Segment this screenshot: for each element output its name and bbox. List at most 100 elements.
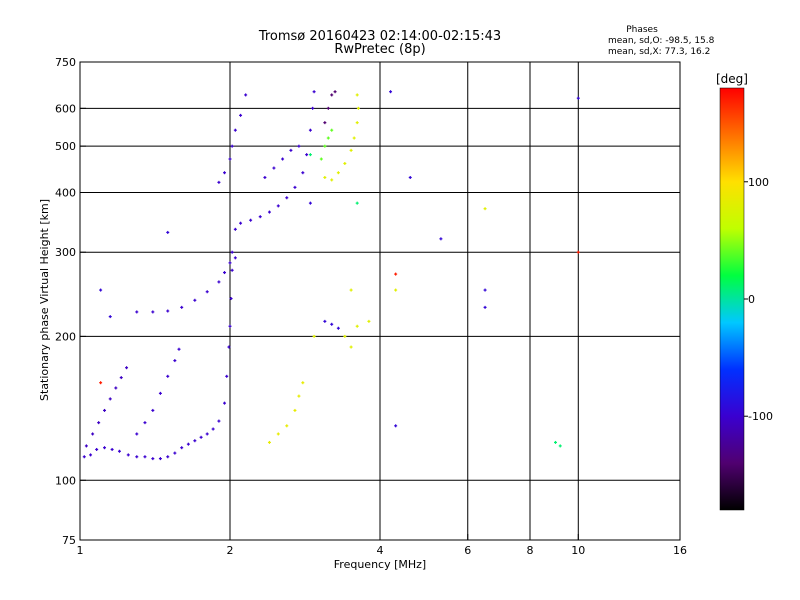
data-point [97,421,101,425]
data-point [308,153,312,157]
data-point [186,442,190,446]
data-point [180,446,184,450]
data-point [84,444,88,448]
data-point [103,408,107,412]
data-point [119,376,123,380]
data-point [323,121,327,125]
grid-layer [80,62,680,540]
data-point [99,288,103,292]
data-point [173,359,177,363]
y-axis-label: Stationary phase Virtual Height [km] [38,199,51,401]
data-point [483,207,487,211]
data-point [166,309,170,313]
data-point [99,381,103,385]
data-point [143,455,147,459]
data-point [177,347,181,351]
data-point [223,171,227,175]
data-point [301,171,305,175]
data-point [394,288,398,292]
colorbar-ticks: 100 0 -100 [744,176,773,423]
data-point [276,204,280,208]
data-point [110,447,114,451]
x-tick-label: 16 [673,544,687,557]
colorbar-gradient [719,87,745,511]
data-point [151,310,155,314]
data-point [367,319,371,323]
data-point [225,374,229,378]
data-point [343,334,347,338]
data-point [125,366,129,370]
data-point [229,297,233,301]
data-point [230,268,234,272]
data-point [319,157,323,161]
data-point [349,345,353,349]
data-point [558,444,562,448]
data-point [211,427,215,431]
data-point [95,447,99,451]
data-point [285,196,289,200]
data-point [289,148,293,152]
data-point [553,440,557,444]
data-point [267,440,271,444]
data-point [263,175,267,179]
y-tick-label: 500 [55,140,76,153]
data-point [389,90,393,94]
colorbar-tick-label: 0 [748,293,755,306]
data-point [233,128,237,132]
data-point [217,280,221,284]
data-point [356,106,360,110]
data-point [227,345,231,349]
data-point [233,256,237,260]
data-point [228,324,232,328]
data-point [483,305,487,309]
data-point [205,290,209,294]
data-point [326,136,330,140]
data-point [230,144,234,148]
data-point [330,128,334,132]
data-point [323,175,327,179]
y-tick-label: 750 [55,56,76,69]
data-point [576,250,580,254]
data-point [244,93,248,97]
plot-area: 1 2 4 6 8 10 16 75 100 200 300 400 500 600 750 [55,56,687,557]
chart-subtitle: RwPretec (8p) [334,42,425,57]
data-point [349,148,353,152]
data-point [151,408,155,412]
data-point [230,250,234,254]
data-point [180,305,184,309]
x-tick-label: 8 [527,544,534,557]
colorbar-tick-label: 100 [748,176,769,189]
data-point [355,121,359,125]
data-point [301,381,305,385]
x-tick-label: 1 [77,544,84,557]
data-point [135,432,139,436]
data-point [330,322,334,326]
colorbar-tick-label: -100 [748,410,773,423]
y-tick-label: 100 [55,474,76,487]
data-point [312,90,316,94]
data-point [233,227,237,231]
data-point [193,298,197,302]
data-point [349,288,353,292]
data-point [205,432,209,436]
y-tick-label: 75 [62,534,76,547]
data-point [135,310,139,314]
data-point [281,157,285,161]
data-point [308,201,312,205]
data-point [239,113,243,117]
data-point [199,435,203,439]
data-point [336,171,340,175]
data-point [108,397,112,401]
data-point [223,271,227,275]
data-point [323,144,327,148]
data-point [408,175,412,179]
data-point [343,161,347,165]
data-point [439,237,443,241]
data-point [151,457,155,461]
data-point [297,394,301,398]
data-point [103,446,107,450]
y-tick-label: 600 [55,102,76,115]
data-point [173,451,177,455]
data-point [333,90,337,94]
